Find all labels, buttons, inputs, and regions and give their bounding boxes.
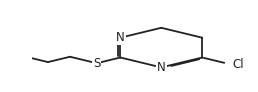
Text: S: S xyxy=(93,57,100,70)
Text: Cl: Cl xyxy=(232,58,244,71)
Text: N: N xyxy=(116,31,125,44)
Text: N: N xyxy=(157,61,166,74)
